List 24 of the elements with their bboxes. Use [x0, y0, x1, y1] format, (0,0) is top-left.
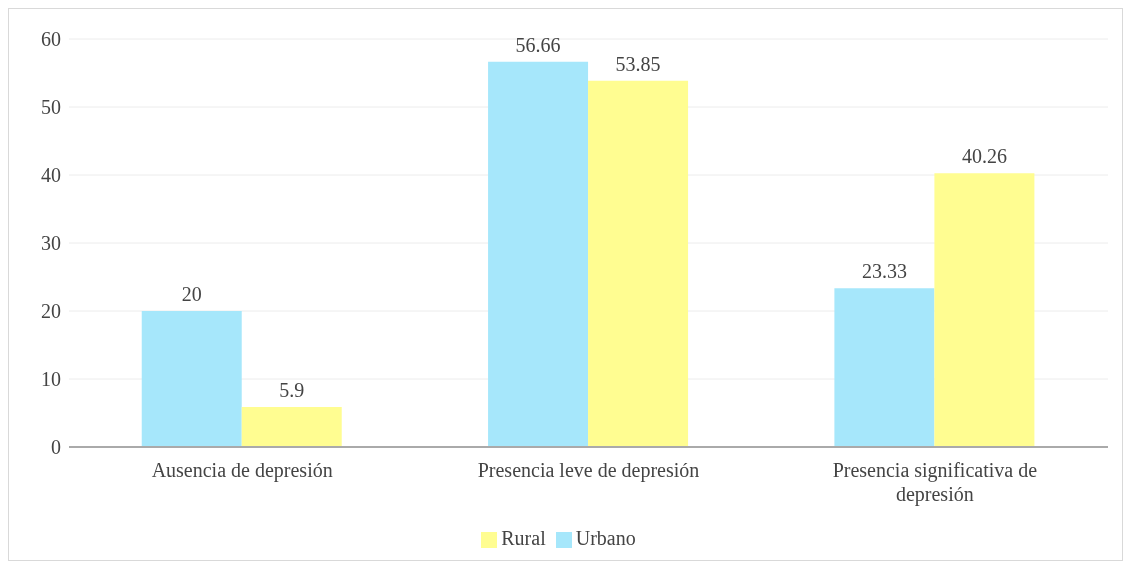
data-label: 23.33	[861, 260, 907, 283]
y-tick-label: 0	[51, 436, 61, 459]
bar	[488, 61, 589, 447]
data-label: 5.9	[279, 378, 305, 401]
legend-label: Urbano	[575, 527, 636, 549]
data-label: 53.85	[615, 52, 661, 75]
y-tick-label: 40	[41, 164, 61, 187]
y-tick-label: 30	[41, 232, 61, 255]
y-tick-label: 60	[41, 28, 61, 51]
y-tick-label: 50	[41, 96, 61, 119]
data-label: 20	[181, 283, 202, 305]
bar	[241, 406, 342, 447]
x-tick-label: Presencia significativa de depresión	[832, 459, 1038, 506]
legend-label: Rural	[501, 527, 546, 549]
bar	[834, 288, 935, 447]
y-tick-label: 10	[41, 368, 61, 391]
bar	[934, 173, 1035, 447]
x-tick-label: Ausencia de depresión	[151, 459, 333, 482]
bar	[588, 80, 689, 447]
data-label: 56.66	[515, 33, 561, 56]
data-label: 40.26	[961, 145, 1007, 168]
x-tick-label: Presencia leve de depresión	[477, 459, 700, 482]
bar	[141, 311, 242, 447]
y-tick-label: 20	[41, 300, 61, 323]
